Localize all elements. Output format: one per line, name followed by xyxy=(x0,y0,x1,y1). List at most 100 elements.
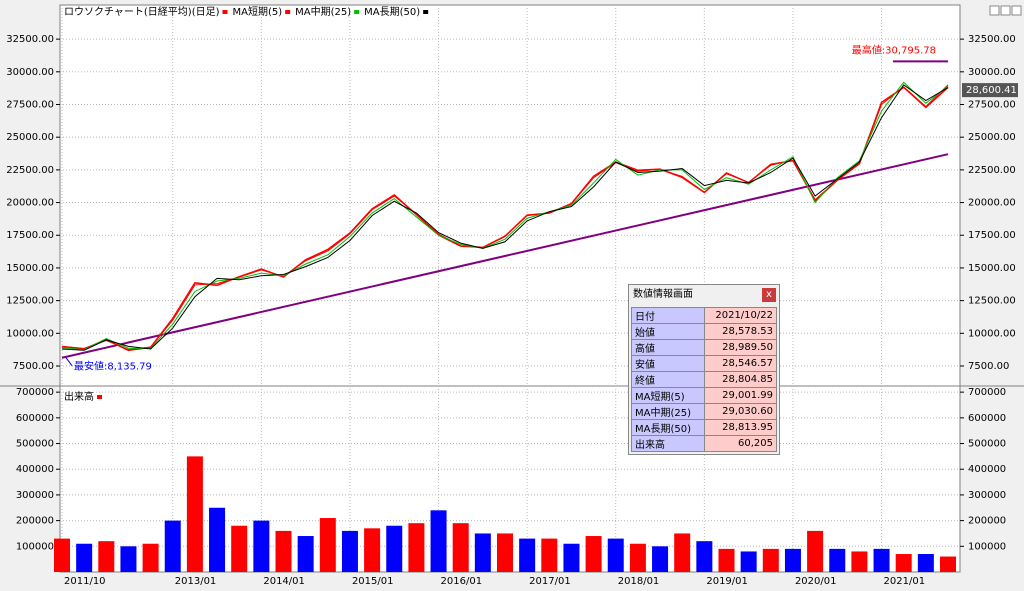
y-tick-label: 12500.00 xyxy=(6,296,54,307)
y-tick-label: 300000 xyxy=(968,490,1006,501)
y-tick-label: 600000 xyxy=(16,413,54,424)
low-marker xyxy=(65,357,73,366)
info-value: 28,813.95 xyxy=(704,419,777,436)
x-tick-label: 2021/01 xyxy=(884,576,926,587)
y-tick-label: 600000 xyxy=(968,413,1006,424)
volume-bar xyxy=(497,533,513,572)
volume-bar xyxy=(231,525,248,572)
info-key: MA短期(5) xyxy=(631,387,705,404)
button[interactable] xyxy=(1011,5,1022,16)
y-tick-label: 25000.00 xyxy=(968,132,1016,143)
info-row: 日付 2021/10/22 xyxy=(631,307,777,324)
y-tick-label: 400000 xyxy=(16,464,54,475)
info-row: MA短期(5) 29,001.99 xyxy=(631,387,777,404)
y-tick-label: 20000.00 xyxy=(6,198,54,209)
volume-bar xyxy=(142,543,159,572)
volume-bar xyxy=(408,523,425,572)
y-tick-label: 15000.00 xyxy=(6,263,54,274)
volume-bar xyxy=(873,548,890,572)
y-tick-label: 400000 xyxy=(968,464,1006,475)
close-button[interactable]: x xyxy=(762,288,776,302)
low-label: 最安値:8,135.79 xyxy=(74,360,152,373)
trend-line xyxy=(61,153,949,359)
legend-swatch xyxy=(285,10,291,14)
volume-bar xyxy=(585,536,602,572)
button[interactable] xyxy=(989,5,1000,16)
legend-swatch xyxy=(97,395,102,399)
y-tick-label: 700000 xyxy=(968,387,1006,398)
y-tick-label: 17500.00 xyxy=(968,230,1016,241)
info-value: 28,804.85 xyxy=(704,371,777,388)
volume-bar xyxy=(563,543,580,572)
info-value: 28,578.53 xyxy=(704,323,777,340)
legend-label: MA短期(5) xyxy=(233,5,283,18)
volume-bar xyxy=(120,546,137,572)
y-tick-label: 30000.00 xyxy=(6,67,54,78)
info-row: MA中期(25) 29,030.60 xyxy=(631,403,777,420)
legend-swatch xyxy=(423,10,429,14)
y-tick-label: 25000.00 xyxy=(6,132,54,143)
volume-bar xyxy=(652,546,669,572)
info-value: 2021/10/22 xyxy=(704,307,777,324)
y-tick-label: 22500.00 xyxy=(6,165,54,176)
y-tick-label: 7500.00 xyxy=(13,361,54,372)
volume-bar xyxy=(76,543,93,572)
x-tick-label: 2011/10 xyxy=(64,576,106,587)
volume-bar xyxy=(829,548,846,572)
info-value: 28,546.57 xyxy=(704,355,777,372)
volume-bar xyxy=(740,551,757,572)
volume-bar xyxy=(895,554,912,572)
volume-bar xyxy=(98,541,115,572)
volume-bar xyxy=(917,554,934,572)
x-tick-label: 2018/01 xyxy=(618,576,660,587)
volume-bar xyxy=(430,510,447,572)
volume-bar xyxy=(629,543,646,572)
legend-label: ロウソクチャート(日経平均)(日足) xyxy=(64,5,220,18)
y-tick-label: 100000 xyxy=(16,541,54,552)
info-row: 終値 28,804.85 xyxy=(631,371,777,388)
x-tick-label: 2014/01 xyxy=(263,576,305,587)
legend-label: 出来高 xyxy=(64,390,94,403)
info-key: 出来高 xyxy=(631,435,705,452)
volume-bar xyxy=(253,520,270,572)
x-tick-label: 2016/01 xyxy=(441,576,483,587)
info-key: 日付 xyxy=(631,307,705,324)
volume-bar xyxy=(275,530,292,572)
legend-label: MA長期(50) xyxy=(364,6,420,18)
y-tick-label: 22500.00 xyxy=(968,165,1016,176)
volume-bar xyxy=(209,507,226,572)
volume-bar xyxy=(186,456,203,572)
volume-bar xyxy=(386,525,403,572)
last-price-box xyxy=(962,83,1018,98)
legend-swatch xyxy=(222,10,228,14)
volume-bar xyxy=(607,538,624,572)
info-key: MA中期(25) xyxy=(631,403,705,420)
button[interactable] xyxy=(1000,5,1011,16)
y-tick-label: 15000.00 xyxy=(968,263,1016,274)
info-row: 高値 28,989.50 xyxy=(631,339,777,356)
y-tick-label: 27500.00 xyxy=(6,99,54,110)
info-table: 日付 2021/10/22 始値 28,578.53 高値 28,989.50 安値 28,5… xyxy=(631,307,777,452)
info-row: 始値 28,578.53 xyxy=(631,323,777,340)
y-tick-label: 17500.00 xyxy=(6,230,54,241)
y-tick-label: 7500.00 xyxy=(968,361,1009,372)
legend-label: MA中期(25) xyxy=(295,5,351,18)
panel-title: 数値情報画面 xyxy=(633,289,693,300)
x-tick-label: 2019/01 xyxy=(706,576,748,587)
volume-bar xyxy=(341,530,358,572)
x-tick-label: 2020/01 xyxy=(795,576,837,587)
y-tick-label: 10000.00 xyxy=(968,328,1016,339)
volume-bar xyxy=(364,528,381,572)
volume-bar xyxy=(718,548,735,572)
y-tick-label: 200000 xyxy=(968,516,1006,527)
y-tick-label: 32500.00 xyxy=(6,34,54,45)
volume-bar xyxy=(519,538,536,572)
y-tick-label: 500000 xyxy=(16,439,54,450)
volume-bar xyxy=(851,551,868,572)
volume-bar xyxy=(696,541,713,572)
volume-bar xyxy=(164,520,181,572)
info-row: 出来高 60,205 xyxy=(631,435,777,452)
info-value: 60,205 xyxy=(704,435,777,452)
volume-bar xyxy=(674,533,691,572)
